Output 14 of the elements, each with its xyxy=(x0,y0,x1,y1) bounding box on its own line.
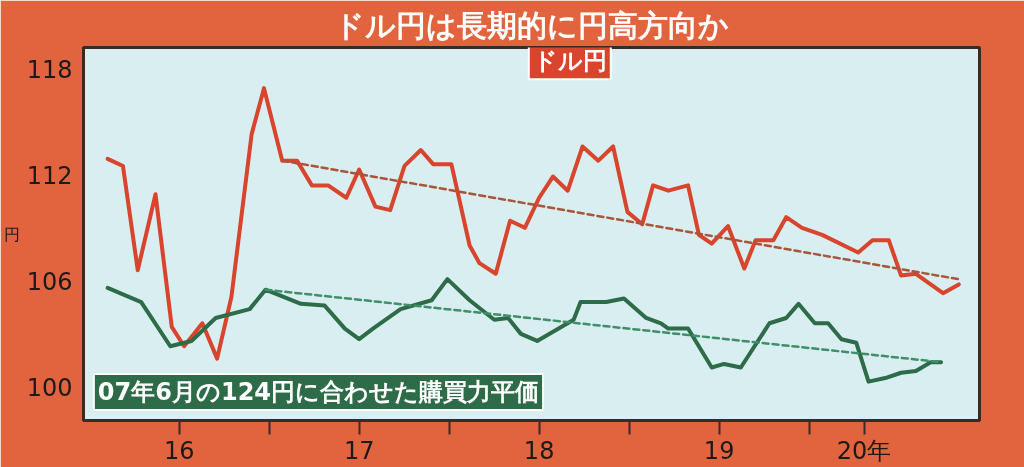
text: ドル円 xyxy=(532,47,607,76)
series-label: 07年6月の124円に合わせた購買力平価 xyxy=(97,377,540,406)
y-tick-label: 106 xyxy=(26,267,73,296)
line-series xyxy=(105,86,961,361)
x-tick-label: 19 xyxy=(703,436,735,465)
x-tick-label: 16 xyxy=(163,436,195,465)
y-tick-label: 112 xyxy=(26,161,73,190)
y-axis-title: 円 xyxy=(3,224,20,244)
x-tick-label: 18 xyxy=(523,436,555,465)
y-tick-label: 100 xyxy=(26,373,73,402)
x-tick-label: 20年 xyxy=(836,436,892,465)
x-tick-label: 17 xyxy=(343,436,375,465)
chart-title: ドル円は長期的に円高方向か xyxy=(334,7,729,43)
y-tick-label: 118 xyxy=(26,55,73,84)
